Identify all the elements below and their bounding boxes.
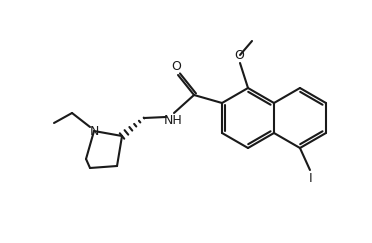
Text: I: I [309,172,313,185]
Text: NH: NH [164,114,182,127]
Text: O: O [234,49,244,62]
Text: O: O [171,60,181,73]
Text: N: N [89,124,99,138]
